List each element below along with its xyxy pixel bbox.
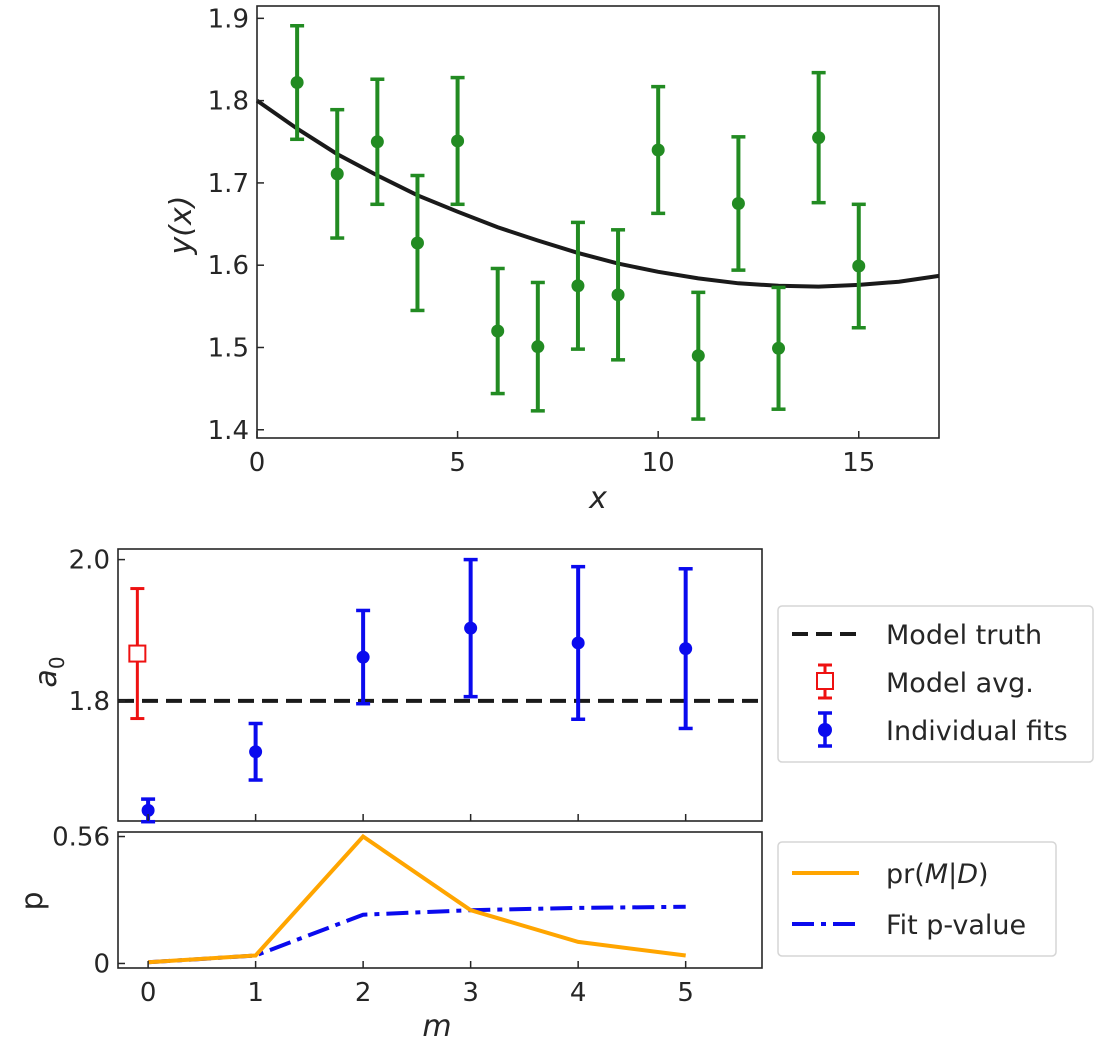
- legend-model-avg-swatch: [816, 663, 834, 700]
- top-y-ticks: 1.4 1.5 1.6 1.7 1.8 1.9: [208, 4, 264, 446]
- data-point: [731, 196, 745, 210]
- middle-points-layer: [128, 557, 693, 824]
- legend-individual-fits-label: Individual fits: [886, 716, 1068, 747]
- bottom-x-axis-label: m: [422, 1009, 451, 1044]
- y-tick-label: 2.0: [69, 546, 110, 576]
- x-tick-label: 1: [247, 978, 264, 1008]
- data-point-errorbar: [611, 228, 626, 362]
- middle-legend: Model truth Model avg. Individual fits: [777, 605, 1094, 763]
- top-curve-layer: [255, 98, 940, 289]
- data-point: [141, 803, 155, 817]
- x-tick-label: 0: [140, 978, 157, 1008]
- x-tick-label: 5: [449, 448, 466, 478]
- y-tick-label: 1.4: [208, 416, 249, 446]
- bottom-legend: pr(M|D) Fit p-value: [777, 841, 1057, 957]
- legend-pr-label: pr(M|D): [886, 859, 989, 890]
- y-tick-label: 1.7: [208, 169, 249, 199]
- y-tick-label: 1.5: [208, 333, 249, 363]
- x-tick-label: 5: [677, 978, 694, 1008]
- data-point-errorbar: [811, 70, 826, 205]
- data-point-errorbar: [851, 202, 866, 330]
- data-point-errorbar: [731, 135, 746, 272]
- bottom-x-ticks: 0 1 2 3 4 5: [140, 961, 694, 1008]
- bottom-legend-frame: [777, 841, 1057, 957]
- data-point: [451, 134, 465, 148]
- data-point-errorbar: [330, 107, 345, 240]
- y-tick-label: 1.8: [208, 87, 249, 117]
- data-point: [370, 135, 384, 149]
- y-tick-label: 1.8: [69, 687, 110, 717]
- model-average-point: [128, 587, 147, 721]
- data-point: [330, 167, 344, 181]
- y-tick-label: 1.9: [208, 4, 249, 34]
- individual-fit-point: [678, 567, 693, 731]
- bottom-y-ticks: 00.56: [52, 823, 125, 979]
- data-point: [464, 621, 478, 635]
- data-point-errorbar: [771, 285, 786, 411]
- middle-x-ticks: [147, 814, 687, 821]
- x-tick-label: 15: [842, 448, 875, 478]
- top-x-ticks: 0 5 10 15: [249, 431, 875, 478]
- data-point: [249, 745, 263, 759]
- data-point: [410, 236, 424, 250]
- x-tick-label: 3: [462, 978, 479, 1008]
- data-point: [772, 341, 786, 355]
- top-plot-frame: [256, 5, 940, 439]
- y-tick-label: 1.6: [208, 251, 249, 281]
- top-points-layer: [290, 23, 866, 421]
- data-point-errorbar: [651, 84, 666, 216]
- data-point-errorbar: [570, 220, 585, 351]
- x-tick-label: 10: [642, 448, 675, 478]
- individual-fit-point: [356, 608, 371, 706]
- middle-y-ticks: 1.8 2.0: [69, 546, 125, 717]
- y-tick-label: 0: [93, 949, 110, 979]
- data-point-errorbar: [370, 77, 385, 207]
- top-panel: 0 5 10 15 1.4 1.5 1.6 1.7 1.8 1.9 x y(x): [164, 4, 940, 516]
- data-point-errorbar: [410, 173, 425, 313]
- data-point-errorbar: [490, 266, 505, 396]
- data-point: [356, 650, 370, 664]
- legend-fit-p-value-label: Fit p-value: [886, 910, 1026, 941]
- individual-fit-point: [248, 721, 263, 782]
- individual-fit-point: [463, 557, 478, 699]
- data-point: [571, 636, 585, 650]
- middle-legend-frame: [777, 605, 1094, 763]
- data-point: [290, 76, 304, 90]
- middle-y-axis-label: a0: [29, 656, 69, 687]
- data-point-errorbar: [450, 75, 465, 207]
- x-tick-label: 4: [570, 978, 587, 1008]
- data-point: [531, 340, 545, 354]
- data-point-errorbar: [290, 23, 305, 142]
- middle-panel: 1.8 2.0 a0: [29, 546, 763, 824]
- bottom-y-axis-label: p: [15, 891, 50, 910]
- fit-p-value-line: [147, 904, 686, 965]
- x-tick-label: 0: [249, 448, 266, 478]
- data-point: [679, 642, 693, 656]
- top-x-axis-label: x: [588, 481, 607, 516]
- data-point: [691, 349, 705, 363]
- top-y-axis-label: y(x): [164, 196, 199, 256]
- data-point: [571, 279, 585, 293]
- open-square-marker: [128, 644, 147, 663]
- data-point-errorbar: [530, 280, 545, 413]
- legend-individual-fits-swatch: [818, 711, 832, 748]
- pr-m-given-d-line: [147, 833, 686, 965]
- individual-fit-point: [571, 564, 586, 722]
- fit-curve: [255, 98, 940, 289]
- data-point: [491, 324, 505, 338]
- data-point: [852, 259, 866, 273]
- data-point-errorbar: [691, 290, 706, 421]
- x-tick-label: 2: [355, 978, 372, 1008]
- legend-model-avg-label: Model avg.: [886, 668, 1034, 699]
- legend-model-truth-label: Model truth: [886, 620, 1042, 651]
- data-point: [651, 143, 665, 157]
- data-point: [611, 288, 625, 302]
- middle-plot-frame: [117, 548, 763, 822]
- data-point: [812, 131, 826, 145]
- bottom-plot-frame: [117, 831, 763, 969]
- y-tick-label: 0.56: [52, 823, 110, 853]
